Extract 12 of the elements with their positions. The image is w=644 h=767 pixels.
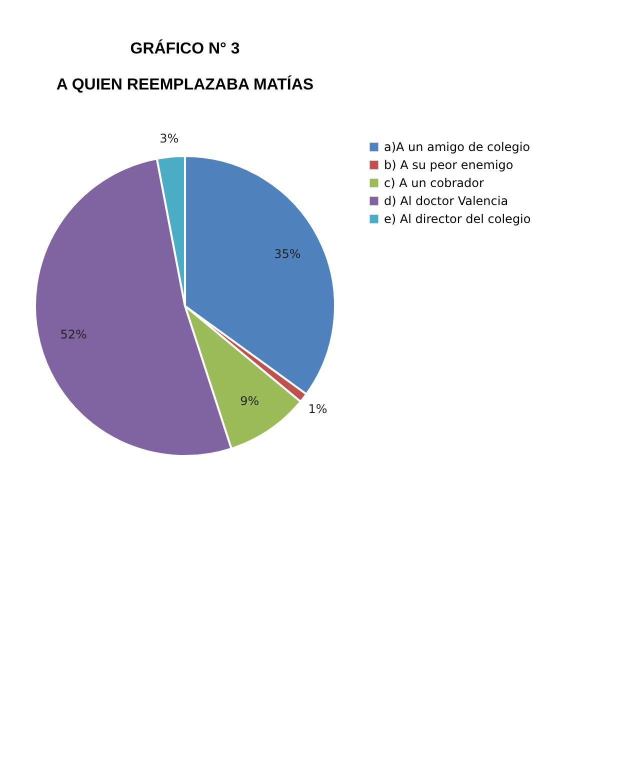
legend-label: e) Al director del colegio	[384, 212, 531, 226]
chart-subtitle: A QUIEN REEMPLAZABA MATÍAS	[56, 74, 314, 94]
legend-label: a)A un amigo de colegio	[384, 140, 530, 154]
data-label: 35%	[274, 246, 301, 261]
data-label: 1%	[308, 402, 328, 416]
legend-label: d) Al doctor Valencia	[384, 194, 508, 208]
legend-label: b) A su peor enemigo	[384, 158, 514, 172]
data-label: 3%	[160, 132, 179, 146]
chart-title: GRÁFICO N° 3	[130, 38, 240, 58]
data-label: 52%	[60, 328, 87, 342]
data-label: 9%	[240, 394, 260, 408]
legend-label: c) A un cobrador	[384, 176, 484, 190]
